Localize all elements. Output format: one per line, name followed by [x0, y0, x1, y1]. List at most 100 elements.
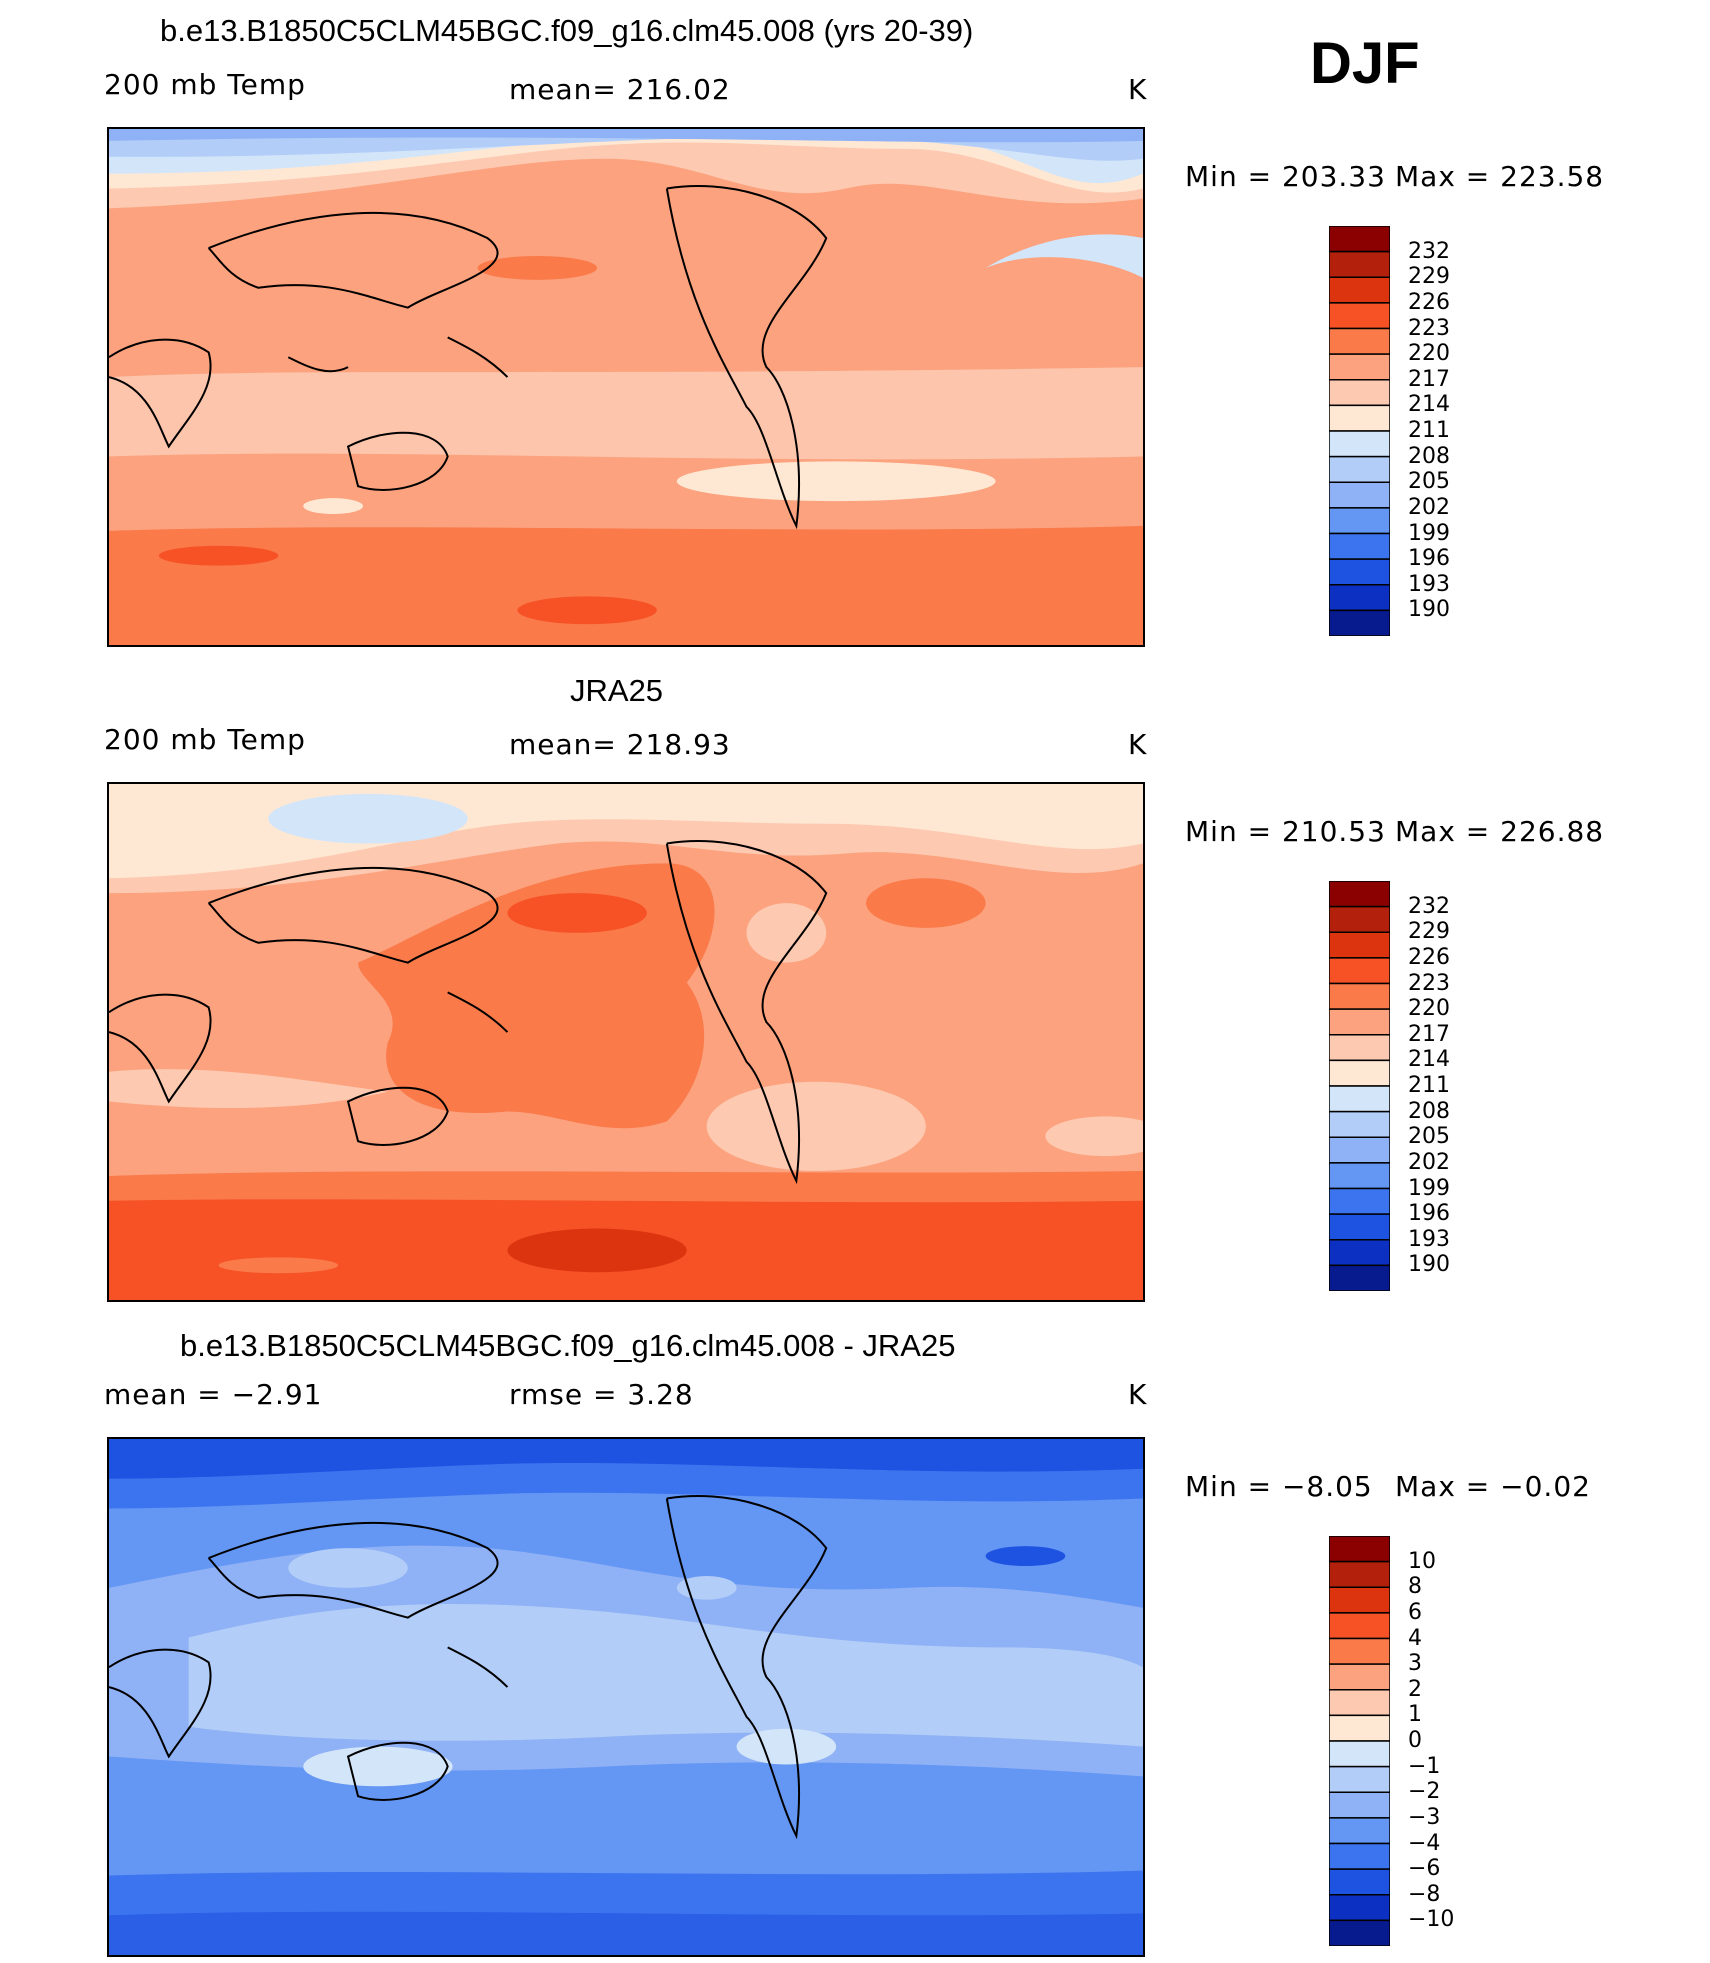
colorbar-tick-label: 10 [1408, 1548, 1436, 1574]
panel1-left-label: 200 mb Temp [104, 68, 306, 101]
colorbar-swatch [1329, 302, 1390, 330]
panel2-mean: mean= 218.93 [509, 728, 731, 761]
colorbar-swatch [1329, 532, 1390, 560]
colorbar-tick-label: 193 [1408, 1226, 1450, 1252]
colorbar-tick-label: 202 [1408, 1149, 1450, 1175]
colorbar-tick-label: −4 [1408, 1830, 1441, 1856]
colorbar-swatch [1329, 327, 1390, 355]
panel3-colorbar-labels: 10 8 6 4 3 2 1 0 −1 −2 −3 −4 −6 −8 −10 [1408, 1536, 1488, 1946]
colorbar-swatch [1329, 226, 1390, 253]
colorbar-tick-label: 220 [1408, 996, 1450, 1022]
panel3-max: Max = −0.02 [1395, 1470, 1591, 1503]
colorbar-tick-label: 196 [1408, 1201, 1450, 1227]
colorbar-swatch [1329, 1110, 1390, 1138]
colorbar-tick-label: 223 [1408, 970, 1450, 996]
colorbar-swatch [1329, 1536, 1390, 1563]
panel1-title: b.e13.B1850C5CLM45BGC.f09_g16.clm45.008 … [160, 13, 974, 48]
colorbar-swatch [1329, 1162, 1390, 1190]
panel2-title: JRA25 [570, 673, 664, 708]
colorbar-swatch [1329, 931, 1390, 959]
colorbar-swatch [1329, 1264, 1390, 1291]
colorbar-tick-label: 193 [1408, 571, 1450, 597]
colorbar-swatch [1329, 507, 1390, 535]
colorbar-swatch [1329, 353, 1390, 381]
colorbar-tick-label: 211 [1408, 418, 1450, 443]
colorbar-tick-label: −10 [1408, 1907, 1455, 1933]
colorbar-tick-label: 223 [1408, 315, 1450, 341]
panel2-max: Max = 226.88 [1395, 815, 1605, 848]
colorbar-swatch [1329, 1637, 1390, 1665]
panel3-min: Min = −8.05 [1185, 1470, 1373, 1503]
colorbar-swatch [1329, 1842, 1390, 1870]
colorbar-swatch [1329, 455, 1390, 483]
colorbar-swatch [1329, 558, 1390, 586]
colorbar-tick-label: 208 [1408, 1098, 1450, 1124]
panel3-map [107, 1437, 1145, 1957]
colorbar-swatch [1329, 1187, 1390, 1215]
colorbar-tick-label: 6 [1408, 1599, 1422, 1625]
colorbar-tick-label: 8 [1408, 1574, 1422, 1600]
colorbar-swatch [1329, 1034, 1390, 1062]
panel2-colorbar-labels: 232 229 226 223 220 217 214 211 208 205 202 199 196 1… [1408, 881, 1488, 1291]
panel1-contour-plot [109, 129, 1143, 645]
panel3-colorbar [1329, 1536, 1390, 1946]
colorbar-tick-label: 220 [1408, 341, 1450, 367]
colorbar-tick-label: 229 [1408, 919, 1450, 945]
colorbar-tick-label: 199 [1408, 520, 1450, 546]
colorbar-tick-label: 214 [1408, 392, 1450, 418]
colorbar-swatch [1329, 1765, 1390, 1793]
colorbar-tick-label: −6 [1408, 1856, 1441, 1882]
colorbar-tick-label: 226 [1408, 289, 1450, 315]
panel3-mean: mean = −2.91 [104, 1378, 323, 1411]
colorbar-tick-label: 217 [1408, 366, 1450, 392]
colorbar-tick-label: 205 [1408, 1124, 1450, 1150]
colorbar-tick-label: 199 [1408, 1175, 1450, 1201]
colorbar-swatch [1329, 430, 1390, 458]
colorbar-swatch [1329, 905, 1390, 933]
panel3-units: K [1128, 1378, 1148, 1411]
colorbar-swatch [1329, 1239, 1390, 1267]
colorbar-tick-label: −1 [1408, 1753, 1441, 1779]
colorbar-tick-label: 1 [1408, 1702, 1422, 1728]
panel3-contour-plot [109, 1439, 1143, 1955]
colorbar-swatch [1329, 1894, 1390, 1922]
colorbar-tick-label: −2 [1408, 1779, 1441, 1805]
colorbar-swatch [1329, 1085, 1390, 1113]
panel1-map [107, 127, 1145, 647]
colorbar-swatch [1329, 609, 1390, 636]
panel1-max: Max = 223.58 [1395, 160, 1605, 193]
colorbar-swatch [1329, 404, 1390, 432]
colorbar-tick-label: 211 [1408, 1073, 1450, 1098]
colorbar-swatch [1329, 379, 1390, 407]
colorbar-swatch [1329, 1612, 1390, 1640]
panel1-colorbar-labels: 232 229 226 223 220 217 214 211 208 205 202 199 196 1… [1408, 226, 1488, 636]
colorbar-swatch [1329, 1868, 1390, 1896]
panel2-min: Min = 210.53 [1185, 815, 1386, 848]
colorbar-tick-label: 205 [1408, 469, 1450, 495]
colorbar-swatch [1329, 1663, 1390, 1691]
colorbar-tick-label: 4 [1408, 1625, 1422, 1651]
panel1-min: Min = 203.33 [1185, 160, 1386, 193]
panel3-title: b.e13.B1850C5CLM45BGC.f09_g16.clm45.008 … [180, 1328, 956, 1363]
panel1-mean: mean= 216.02 [509, 73, 731, 106]
colorbar-swatch [1329, 1714, 1390, 1742]
colorbar-swatch [1329, 1689, 1390, 1717]
colorbar-swatch [1329, 1791, 1390, 1819]
colorbar-tick-label: 229 [1408, 264, 1450, 290]
panel1-units: K [1128, 73, 1148, 106]
colorbar-swatch [1329, 1919, 1390, 1946]
panel2-contour-plot [109, 784, 1143, 1300]
colorbar-swatch [1329, 1586, 1390, 1614]
colorbar-swatch [1329, 481, 1390, 509]
colorbar-tick-label: −8 [1408, 1881, 1441, 1907]
season-label: DJF [1310, 31, 1420, 96]
colorbar-tick-label: 226 [1408, 944, 1450, 970]
colorbar-swatch [1329, 1059, 1390, 1087]
panel2-map [107, 782, 1145, 1302]
colorbar-swatch [1329, 1136, 1390, 1164]
colorbar-tick-label: 232 [1408, 238, 1450, 264]
colorbar-swatch [1329, 881, 1390, 908]
colorbar-tick-label: 0 [1408, 1728, 1422, 1753]
colorbar-tick-label: −3 [1408, 1804, 1441, 1830]
colorbar-tick-label: 3 [1408, 1651, 1422, 1677]
